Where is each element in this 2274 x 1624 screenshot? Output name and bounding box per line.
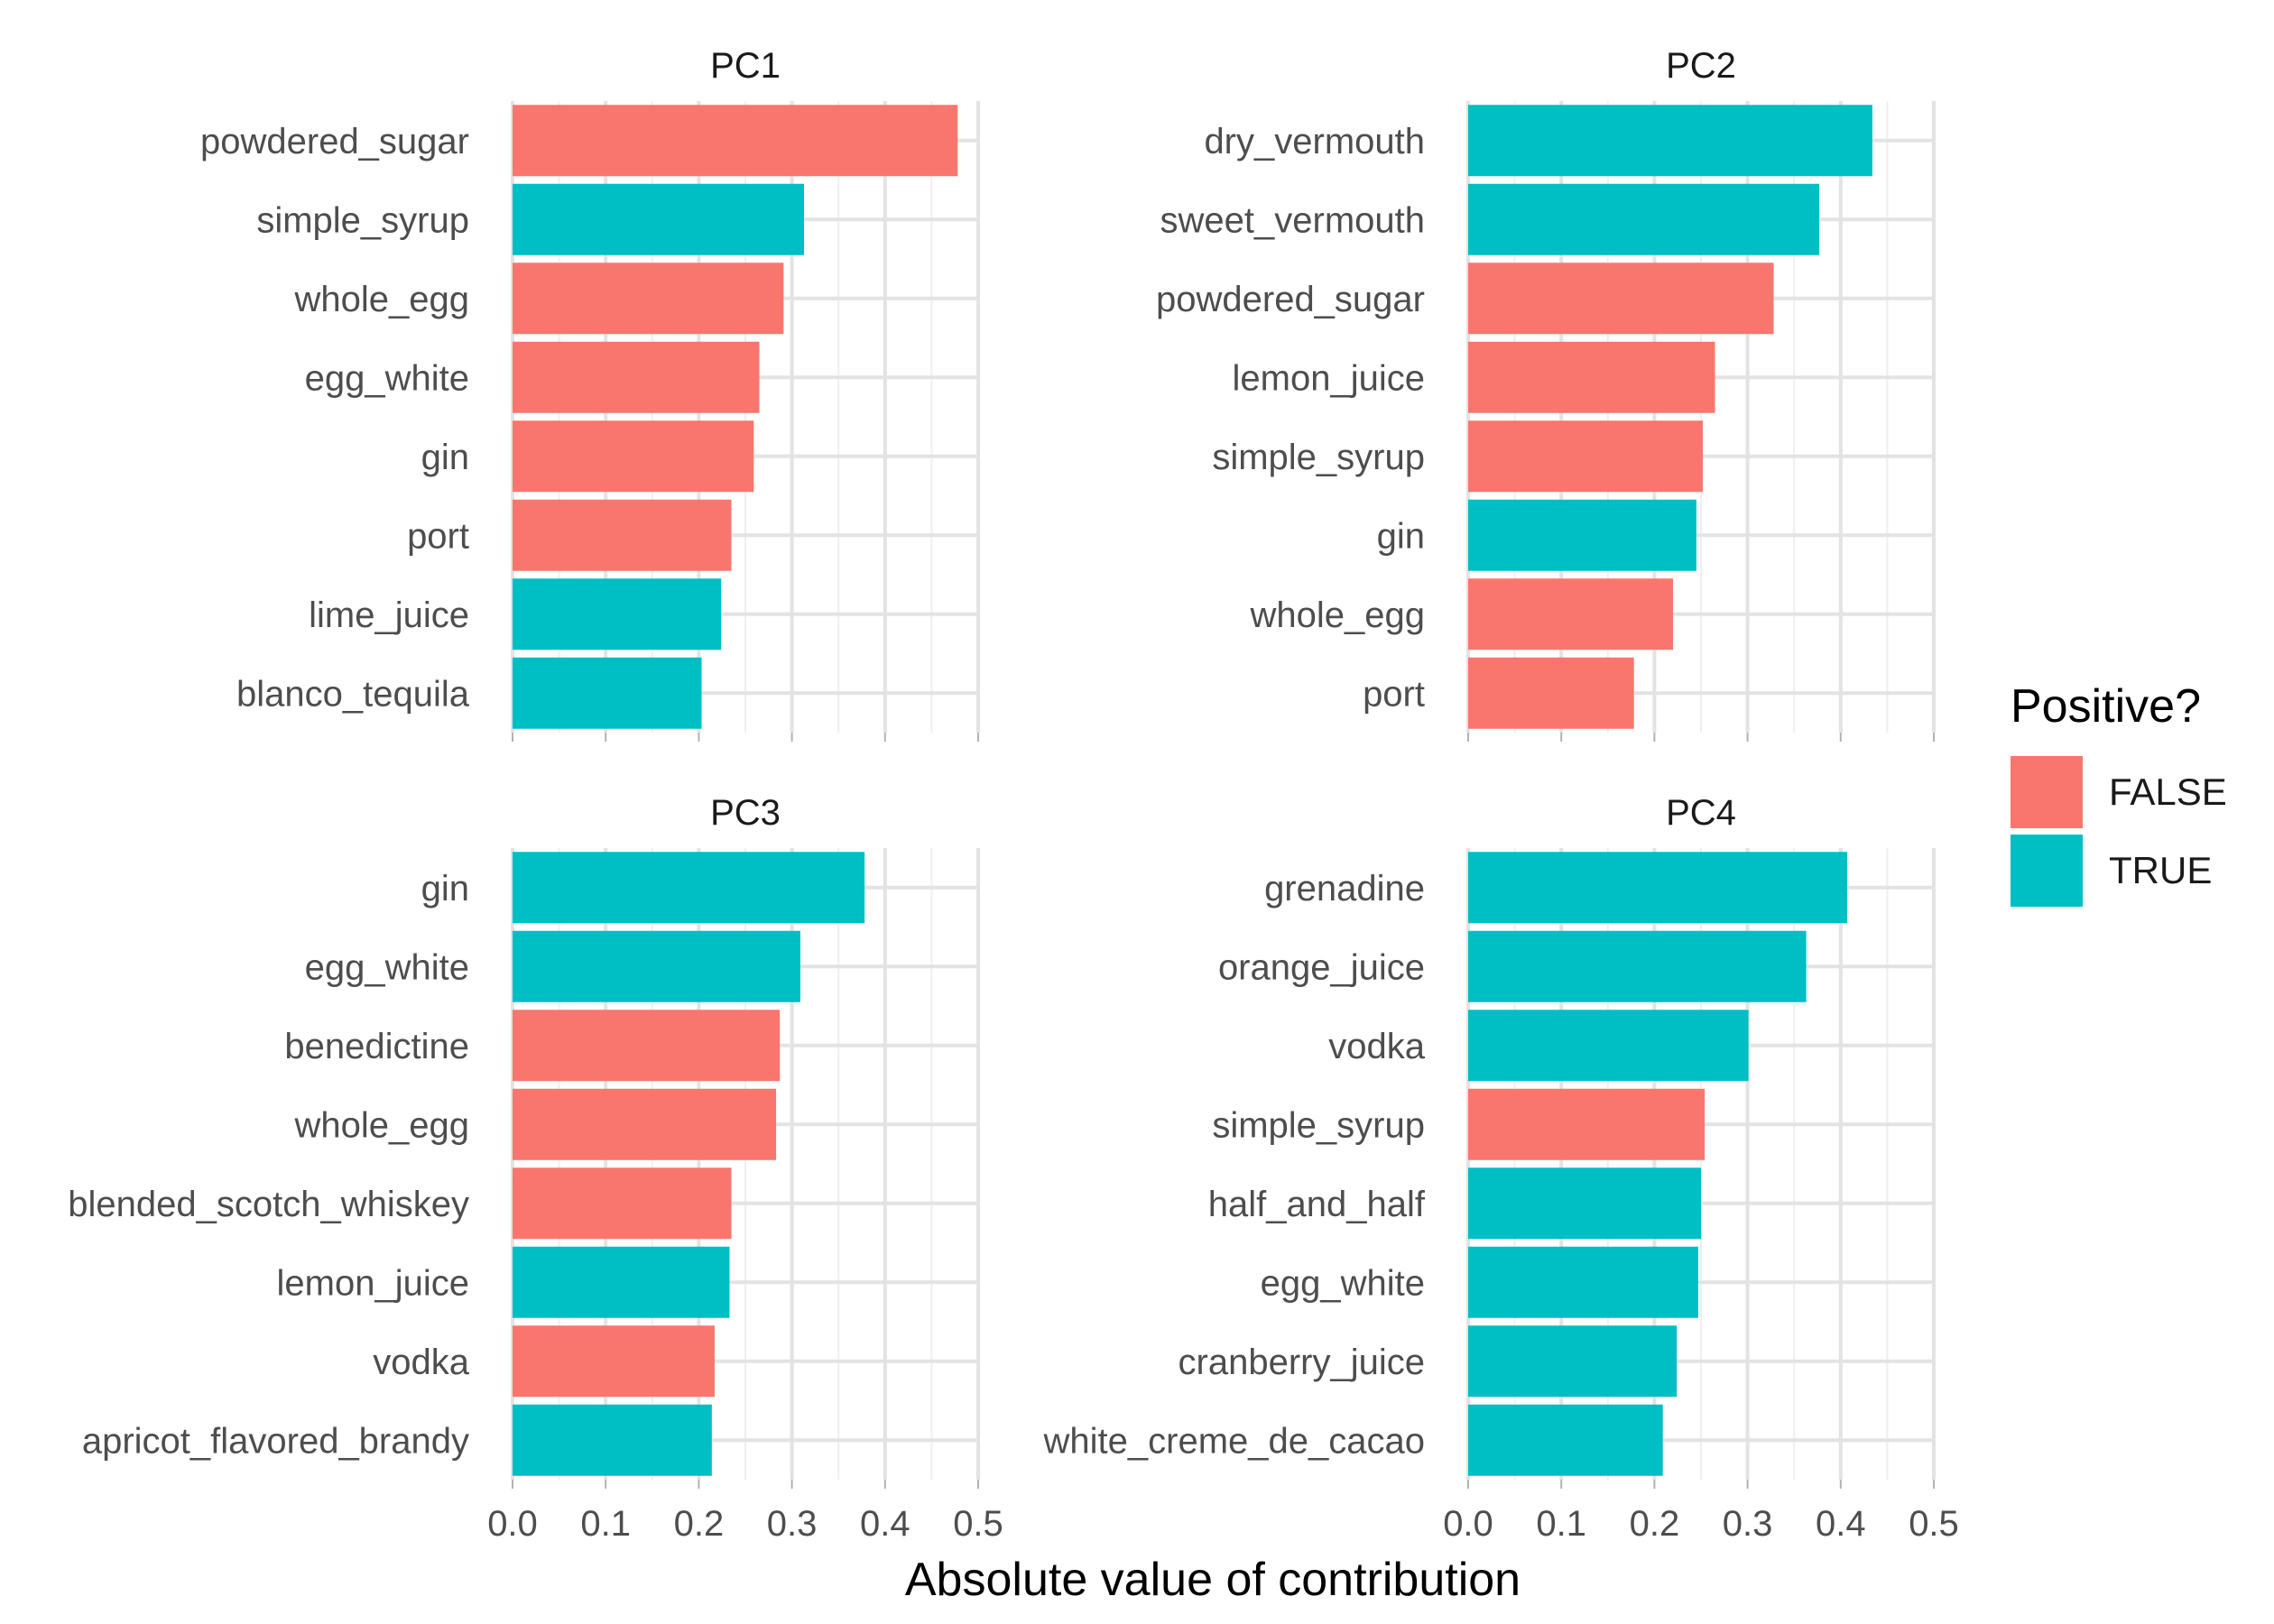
bar-simple-syrup: [513, 183, 805, 255]
bar-whole-egg: [1468, 578, 1674, 651]
category-label: half_and_half: [1208, 1185, 1426, 1224]
bar-gin: [513, 852, 865, 924]
x-tick-label: 0.2: [674, 1504, 725, 1544]
legend-key-true: [2011, 835, 2083, 907]
category-label: egg_white: [1261, 1263, 1425, 1303]
legend-key-false: [2011, 756, 2083, 828]
category-label: white_creme_de_cacao: [1043, 1421, 1425, 1461]
bar-grenadine: [1468, 852, 1848, 924]
category-label: lemon_juice: [1233, 358, 1425, 398]
bar-egg-white: [1468, 1246, 1698, 1318]
legend-title: Positive?: [2011, 680, 2201, 733]
x-tick-label: 0.1: [1536, 1504, 1586, 1544]
panel-title: PC1: [710, 46, 781, 86]
x-tick-label: 0.5: [953, 1504, 1003, 1544]
category-label: whole_egg: [1250, 595, 1426, 635]
category-label: vodka: [373, 1343, 469, 1382]
category-label: dry_vermouth: [1204, 122, 1425, 161]
category-label: orange_juice: [1218, 947, 1425, 987]
legend-label: TRUE: [2109, 849, 2212, 891]
chart-panels: powdered_sugar simple_syrup whole_egg egg_w…: [68, 46, 1959, 1544]
bar-cranberry-juice: [1468, 1325, 1678, 1398]
bar-egg-white: [513, 341, 760, 413]
x-tick-label: 0.3: [1723, 1504, 1773, 1544]
bar-gin: [513, 420, 754, 493]
category-label: port: [1363, 674, 1425, 714]
category-label: whole_egg: [294, 280, 470, 319]
bar-apricot-flavored-brandy: [513, 1404, 712, 1476]
bar-simple-syrup: [1468, 420, 1704, 493]
category-label: port: [407, 516, 469, 556]
category-label: cranberry_juice: [1179, 1343, 1425, 1382]
x-tick-label: 0.2: [1630, 1504, 1680, 1544]
category-label: egg_white: [305, 947, 469, 987]
bar-lemon-juice: [513, 1246, 730, 1318]
bar-half-and-half: [1468, 1167, 1701, 1240]
bar-sweet-vermouth: [1468, 183, 1820, 255]
bar-benedictine: [513, 1010, 781, 1082]
x-axis-title: Absolute value of contribution: [905, 1554, 1521, 1606]
category-label: simple_syrup: [1212, 438, 1425, 477]
bar-powdered-sugar: [1468, 263, 1774, 335]
x-tick-label: 0.0: [1443, 1504, 1493, 1544]
x-tick-label: 0.0: [487, 1504, 538, 1544]
panel-pc2: dry_vermouth sweet_vermouth powdered_sugar…: [1156, 46, 1936, 742]
category-label: sweet_vermouth: [1160, 200, 1425, 240]
panel-title: PC4: [1666, 793, 1736, 833]
bar-vodka: [1468, 1010, 1749, 1082]
bar-egg-white: [513, 930, 800, 1002]
bar-port: [513, 499, 732, 571]
category-label: powdered_sugar: [200, 122, 469, 161]
x-tick-label: 0.1: [580, 1504, 631, 1544]
category-label: egg_white: [305, 358, 469, 398]
bar-powdered-sugar: [513, 105, 958, 177]
category-label: simple_syrup: [256, 200, 469, 240]
x-tick-label: 0.4: [860, 1504, 911, 1544]
bar-white-creme-de-cacao: [1468, 1404, 1663, 1476]
bar-gin: [1468, 499, 1696, 571]
panel-title: PC3: [710, 793, 781, 833]
bar-vodka: [513, 1325, 715, 1398]
bar-lemon-juice: [1468, 341, 1715, 413]
bar-simple-syrup: [1468, 1088, 1706, 1160]
category-label: lime_juice: [309, 595, 469, 635]
bar-port: [1468, 657, 1634, 729]
panel-pc1: powdered_sugar simple_syrup whole_egg egg_w…: [200, 46, 980, 742]
bar-whole-egg: [513, 263, 784, 335]
category-label: vodka: [1328, 1027, 1425, 1066]
bar-dry-vermouth: [1468, 105, 1872, 177]
bar-lime-juice: [513, 578, 722, 651]
bar-blanco-tequila: [513, 657, 702, 729]
category-label: gin: [421, 438, 469, 477]
panel-pc3: gin egg_white benedictine whole_egg blended_…: [68, 793, 1003, 1544]
x-tick-label: 0.3: [767, 1504, 818, 1544]
category-label: gin: [421, 869, 469, 909]
category-label: lemon_juice: [277, 1263, 469, 1303]
bar-blended-scotch-whiskey: [513, 1167, 732, 1240]
legend-label: FALSE: [2109, 770, 2227, 813]
bar-whole-egg: [513, 1088, 777, 1160]
legend: Positive? FALSE TRUE: [2011, 680, 2227, 907]
bar-orange-juice: [1468, 930, 1807, 1002]
x-tick-label: 0.4: [1816, 1504, 1866, 1544]
category-label: simple_syrup: [1212, 1105, 1425, 1145]
x-tick-label: 0.5: [1909, 1504, 1959, 1544]
panel-title: PC2: [1666, 46, 1736, 86]
category-label: gin: [1377, 516, 1425, 556]
category-label: benedictine: [284, 1027, 469, 1066]
category-label: blended_scotch_whiskey: [68, 1185, 469, 1224]
category-label: apricot_flavored_brandy: [82, 1421, 469, 1461]
category-label: powdered_sugar: [1156, 280, 1425, 319]
category-label: grenadine: [1264, 869, 1425, 909]
category-label: whole_egg: [294, 1105, 470, 1145]
category-label: blanco_tequila: [236, 674, 470, 714]
